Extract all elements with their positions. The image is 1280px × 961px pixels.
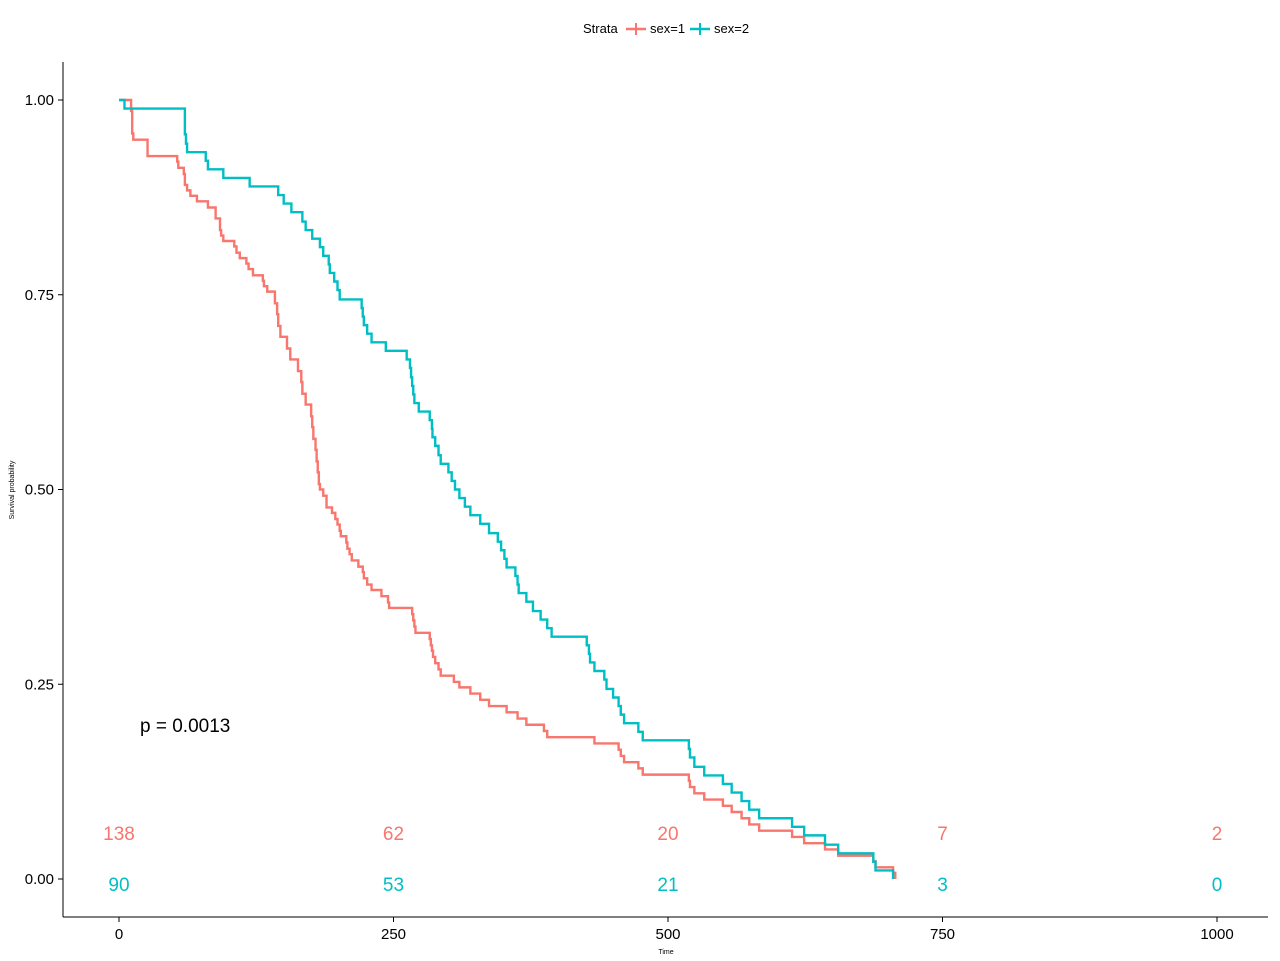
legend-label-sex2: sex=2 — [714, 21, 749, 36]
y-axis-title: Survival probability — [9, 460, 16, 519]
y-ticks: 0.00 0.25 0.50 0.75 1.00 — [25, 92, 63, 888]
risk-count-sex1: 2 — [1212, 824, 1223, 845]
y-tick-label: 0.75 — [25, 287, 54, 304]
risk-count-sex2: 90 — [108, 875, 129, 896]
legend-label-sex1: sex=1 — [650, 21, 685, 36]
y-tick-label: 1.00 — [25, 92, 54, 109]
x-ticks: 0 250 500 750 1000 — [115, 917, 1234, 943]
risk-count-sex2: 53 — [383, 875, 404, 896]
x-tick-label: 0 — [115, 926, 123, 943]
axes — [62, 62, 1268, 918]
legend: Strata sex=1 sex=2 — [583, 21, 749, 36]
x-axis-title: Time — [658, 949, 673, 956]
y-tick-label: 0.50 — [25, 482, 54, 499]
x-tick-label: 750 — [930, 926, 955, 943]
survival-curve-sex1 — [119, 98, 897, 879]
x-tick-label: 250 — [381, 926, 406, 943]
risk-count-sex1: 20 — [657, 824, 678, 845]
p-value-annotation: p = 0.0013 — [140, 716, 230, 737]
risk-count-sex1: 7 — [937, 824, 948, 845]
risk-count-sex1: 62 — [383, 824, 404, 845]
risk-count-sex2: 21 — [657, 875, 678, 896]
y-tick-label: 0.00 — [25, 871, 54, 888]
x-tick-label: 500 — [655, 926, 680, 943]
risk-count-sex2: 0 — [1212, 875, 1223, 896]
legend-title: Strata — [583, 21, 618, 36]
risk-count-sex2: 3 — [937, 875, 948, 896]
x-tick-label: 1000 — [1200, 926, 1233, 943]
risk-count-sex1: 138 — [103, 824, 135, 845]
survival-curves — [119, 98, 897, 879]
survival-curve-sex2 — [119, 98, 895, 879]
y-tick-label: 0.25 — [25, 676, 54, 693]
risk-table: 138 62 20 7 2 90 53 21 3 0 — [103, 824, 1222, 896]
